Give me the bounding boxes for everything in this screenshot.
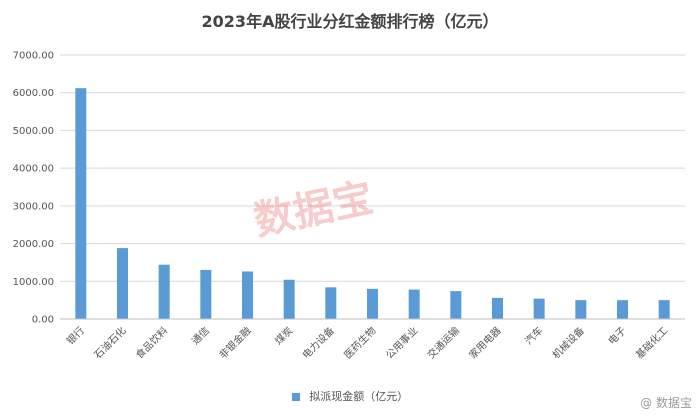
x-category-label: 电力设备 [299, 324, 336, 361]
bar[interactable] [117, 248, 128, 319]
x-category-label: 基础化工 [633, 324, 670, 361]
x-category-label: 医药生物 [341, 324, 378, 361]
x-category-label: 非银金融 [216, 324, 253, 361]
x-category-label: 家用电器 [466, 324, 503, 361]
bar[interactable] [283, 279, 295, 319]
x-category-label: 汽车 [522, 324, 545, 347]
bar[interactable] [492, 297, 503, 319]
y-tick-label: 6000.00 [13, 88, 54, 99]
y-tick-label: 0.00 [32, 315, 54, 326]
bar[interactable] [658, 300, 670, 319]
y-tick-label: 3000.00 [13, 201, 54, 212]
x-category-label: 食品饮料 [133, 324, 170, 361]
x-category-label: 煤炭 [272, 324, 295, 347]
bar[interactable] [575, 300, 587, 319]
bar[interactable] [242, 271, 253, 319]
legend: 拟派现金额（亿元） [0, 388, 700, 404]
x-category-label: 石油石化 [91, 324, 128, 361]
x-category-label: 交通运输 [424, 324, 461, 361]
brand-logo-text: @ 数据宝 [640, 396, 692, 410]
bar[interactable] [200, 269, 212, 319]
y-tick-label: 5000.00 [13, 126, 54, 137]
bar[interactable] [533, 298, 545, 319]
bar[interactable] [75, 88, 87, 319]
bar[interactable] [367, 288, 378, 319]
bar[interactable] [450, 291, 462, 319]
x-category-label: 银行 [64, 324, 87, 347]
x-category-label: 通信 [189, 325, 212, 348]
y-tick-label: 1000.00 [13, 277, 54, 288]
legend-label: 拟派现金额（亿元） [309, 390, 409, 403]
bar[interactable] [158, 264, 170, 319]
x-category-label: 电子 [605, 324, 628, 347]
y-tick-label: 4000.00 [13, 164, 54, 175]
x-category-label: 机械设备 [549, 324, 586, 361]
x-category-label: 公用事业 [383, 324, 420, 361]
bar[interactable] [617, 300, 628, 319]
bar[interactable] [325, 287, 337, 319]
y-tick-label: 2000.00 [13, 239, 54, 250]
bar[interactable] [408, 289, 420, 319]
y-tick-label: 7000.00 [13, 51, 54, 62]
legend-swatch [291, 393, 300, 401]
chart-title: 2023年A股行业分红金额排行榜（亿元） [201, 12, 499, 31]
